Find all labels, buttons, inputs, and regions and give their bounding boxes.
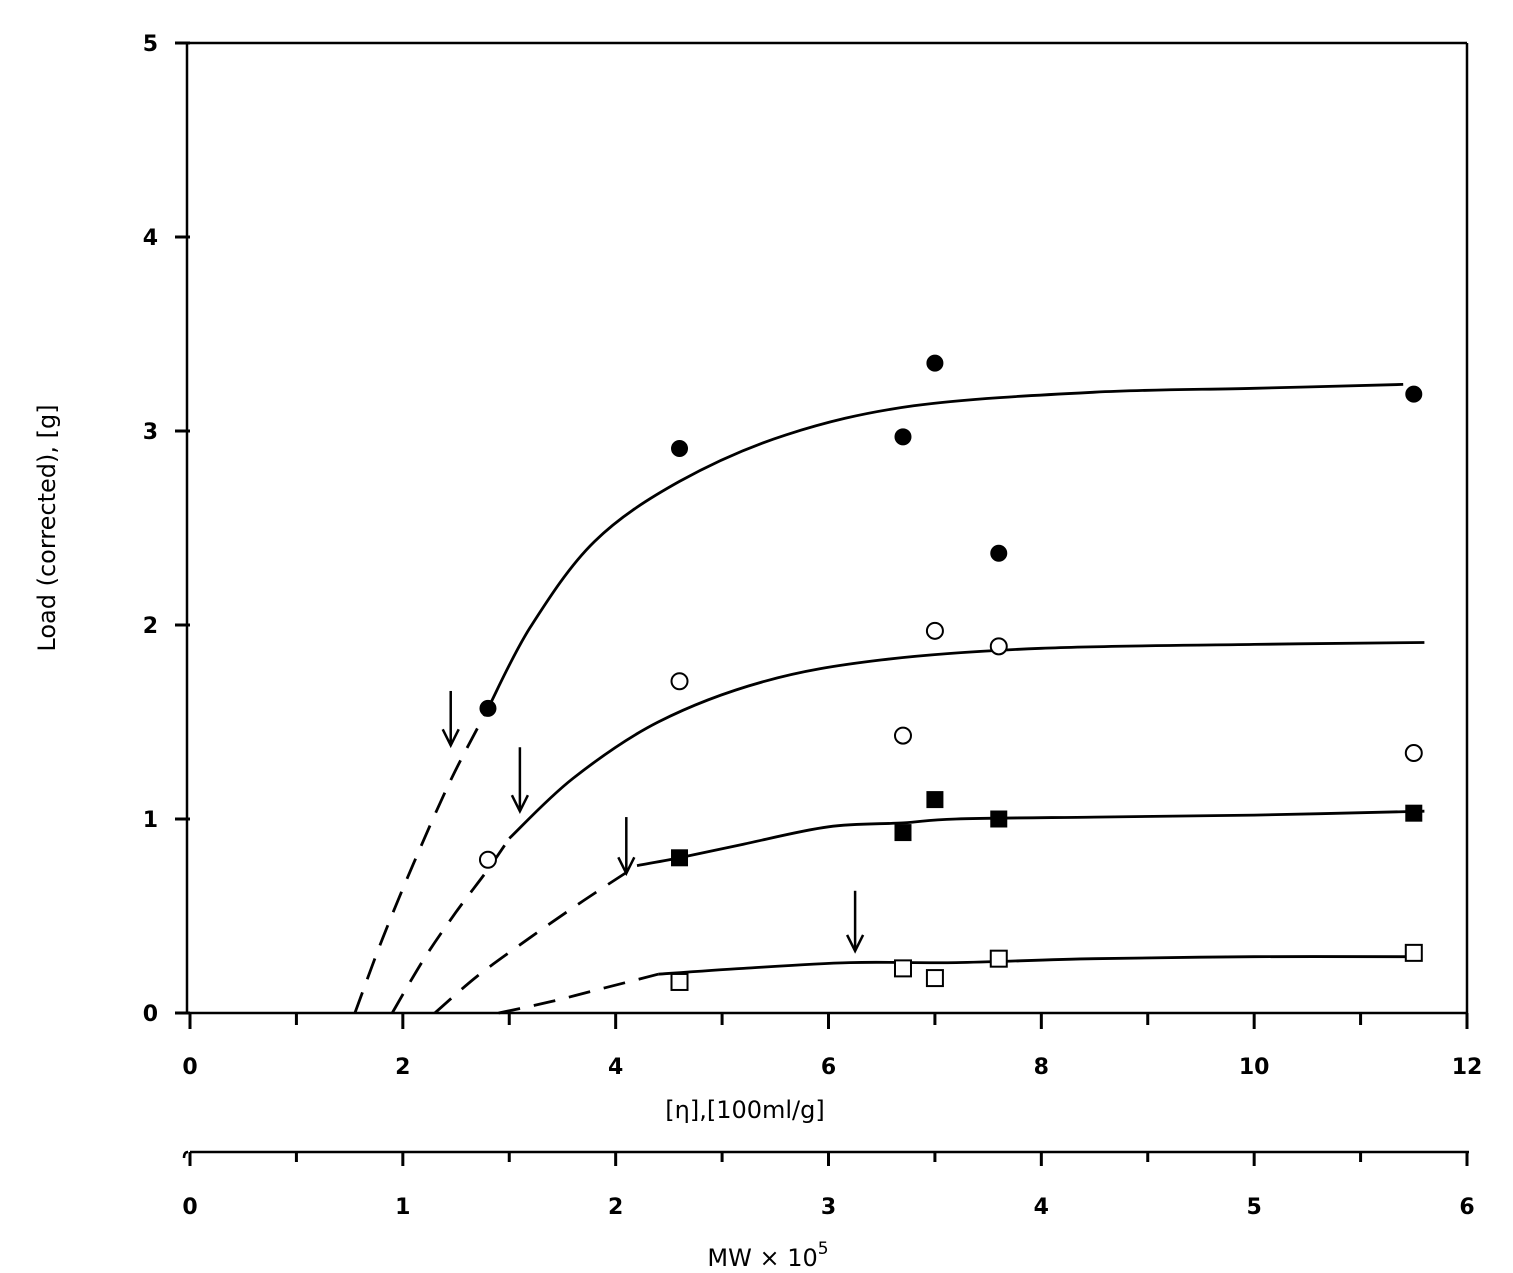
data-point-open-square — [925, 969, 944, 988]
data-points — [478, 354, 1423, 991]
data-point-open-circle — [670, 672, 689, 691]
x-tick-label: 10 — [1239, 1055, 1270, 1080]
secondary-x-tick-label: 4 — [1034, 1195, 1049, 1220]
data-point-open-circle — [893, 726, 912, 745]
threshold-arrow-head — [510, 794, 530, 815]
x-tick-label: 4 — [608, 1055, 623, 1080]
data-point-open-square — [893, 959, 912, 978]
data-point-filled-circle — [926, 354, 944, 372]
secondary-x-axis-title: MW × 105 — [707, 1239, 828, 1272]
secondary-x-tick-label: 0 — [182, 1195, 197, 1220]
x-tick-label: 0 — [182, 1055, 197, 1080]
secondary-x-axis-title-base: MW × 10 — [707, 1244, 817, 1272]
data-point-filled-square — [990, 810, 1008, 828]
y-tick-label: 3 — [143, 420, 158, 445]
secondary-x-tick-label: 6 — [1459, 1195, 1474, 1220]
secondary-x-tick-label: 2 — [608, 1195, 623, 1220]
data-point-open-circle — [925, 621, 944, 640]
x-tick-label: 2 — [395, 1055, 410, 1080]
data-point-filled-circle — [1405, 385, 1423, 403]
secondary-x-tick-label: 1 — [395, 1195, 410, 1220]
y-tick-label: 4 — [143, 226, 158, 251]
x-axis-title: [η],[100ml/g] — [665, 1096, 824, 1124]
threshold-arrow-head — [617, 856, 636, 877]
secondary-axis-cap — [182, 1150, 189, 1159]
data-point-filled-circle — [894, 428, 912, 446]
y-tick-label: 1 — [143, 808, 158, 833]
data-point-filled-square — [1405, 804, 1423, 822]
fit-curve-extrapolated-open-square — [498, 972, 659, 1015]
secondary-x-axis-title-exponent: 5 — [818, 1239, 829, 1259]
data-point-open-square — [1404, 943, 1423, 962]
secondary-x-ticks: 0 1 2 3 4 5 6 — [182, 1150, 1475, 1220]
data-point-filled-circle — [479, 699, 497, 717]
data-point-open-circle — [989, 637, 1008, 656]
threshold-arrows — [441, 690, 865, 954]
threshold-arrow-head — [845, 934, 865, 954]
x-tick-label: 12 — [1452, 1055, 1483, 1080]
data-point-filled-circle — [671, 439, 689, 457]
data-point-open-square — [670, 972, 689, 991]
y-axis-title: Load (corrected), [g] — [33, 404, 61, 651]
threshold-arrow-head — [441, 728, 460, 749]
fit-curve-filled-circle — [486, 383, 1404, 710]
x-ticks: 0 2 4 6 8 10 12 — [182, 1013, 1482, 1080]
data-point-open-circle — [1404, 744, 1423, 763]
fit-curve-extrapolated-filled-circle — [353, 707, 490, 1014]
data-point-open-circle — [478, 850, 497, 869]
y-tick-label: 5 — [143, 32, 158, 57]
data-point-filled-square — [671, 849, 689, 867]
x-tick-label: 6 — [821, 1055, 836, 1080]
y-tick-label: 2 — [143, 614, 158, 639]
y-tick-label: 0 — [143, 1002, 158, 1027]
secondary-x-tick-label: 5 — [1247, 1195, 1262, 1220]
x-tick-label: 8 — [1034, 1055, 1049, 1080]
fit-curves — [353, 383, 1425, 1015]
plot-frame — [185, 41, 1469, 1154]
data-point-filled-square — [926, 791, 944, 809]
y-ticks: 0 1 2 3 4 5 — [143, 32, 190, 1027]
fit-curve-open-square — [658, 955, 1414, 976]
secondary-x-tick-label: 3 — [821, 1195, 836, 1220]
fit-curve-open-circle — [508, 641, 1425, 840]
data-point-filled-square — [894, 824, 912, 842]
data-point-open-square — [989, 949, 1008, 968]
fit-curve-extrapolated-filled-square — [433, 864, 638, 1015]
fit-curve-filled-square — [636, 809, 1425, 867]
data-point-filled-circle — [990, 544, 1008, 562]
